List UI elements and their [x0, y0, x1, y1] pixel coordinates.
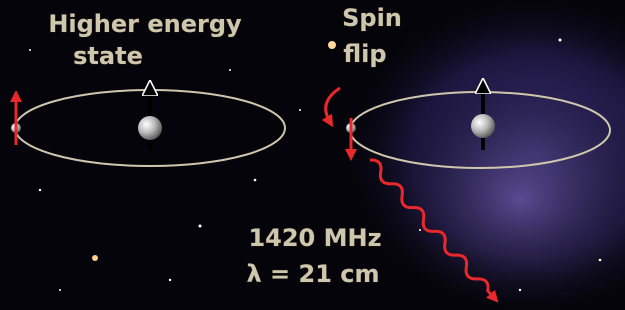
- proton: [138, 116, 162, 140]
- frequency-label: 1420 MHz: [248, 224, 381, 252]
- page: Higher energy state Spin flip 1420 MHz λ…: [0, 0, 625, 310]
- wavelength-label: λ = 21 cm: [247, 260, 380, 288]
- state-label: Higher energy: [48, 10, 242, 38]
- proton: [471, 114, 495, 138]
- state-label: state: [73, 42, 143, 70]
- diagram: Higher energy state Spin flip 1420 MHz λ…: [0, 0, 625, 310]
- spin-flip-label: flip: [343, 40, 386, 68]
- spin-flip-label: Spin: [342, 4, 402, 32]
